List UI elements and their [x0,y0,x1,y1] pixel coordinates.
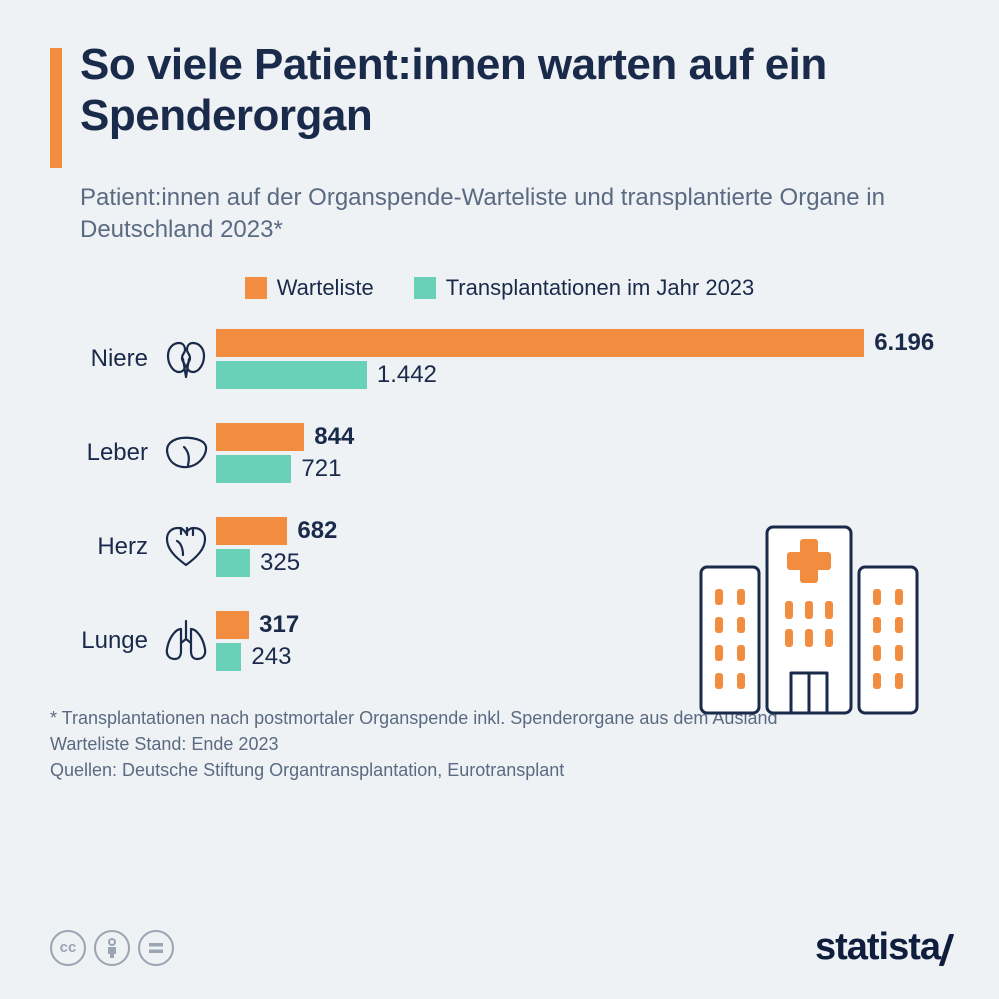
subtitle: Patient:innen auf der Organspende-Wartel… [80,182,949,247]
bar [216,361,367,389]
bar-wrap: 6.196 [216,329,949,357]
footnote-line: Quellen: Deutsche Stiftung Organtranspla… [50,757,949,783]
bar-value: 682 [297,517,337,545]
bar [216,549,250,577]
bar-value: 243 [251,643,291,671]
bar-value: 844 [314,423,354,451]
legend-item-transplant: Transplantationen im Jahr 2023 [414,275,755,301]
organ-label: Leber [60,439,156,467]
lungs-icon [156,619,216,663]
bar [216,611,249,639]
organ-label: Herz [60,533,156,561]
bar-value: 325 [260,549,300,577]
nd-icon [138,930,174,966]
bar [216,329,864,357]
footnote-line: Warteliste Stand: Ende 2023 [50,731,949,757]
hospital-illustration [689,505,929,730]
bar-wrap: 844 [216,423,949,451]
chart-row: Leber844721 [60,423,949,483]
legend-label-waitlist: Warteliste [277,275,374,301]
legend-swatch-waitlist [245,277,267,299]
page-title: So viele Patient:innen warten auf ein Sp… [80,40,949,141]
bar-value: 317 [259,611,299,639]
heart-icon [156,525,216,569]
legend-item-waitlist: Warteliste [245,275,374,301]
bar-wrap: 721 [216,455,949,483]
legend-label-transplant: Transplantationen im Jahr 2023 [446,275,755,301]
bar [216,455,291,483]
liver-icon [156,433,216,473]
chart-row: Niere 6.196 1.442 [60,329,949,389]
bar [216,517,287,545]
license-badges: cc [50,930,174,966]
bar-group: 6.196 1.442 [216,329,949,389]
bar [216,423,304,451]
bar [216,643,241,671]
footer: cc statista [50,926,949,969]
accent-bar [50,48,62,168]
organ-label: Lunge [60,627,156,655]
bar-group: 844721 [216,423,949,483]
cc-icon: cc [50,930,86,966]
organ-label: Niere [60,345,156,373]
bar-value: 1.442 [377,361,437,389]
by-icon [94,930,130,966]
bar-wrap: 1.442 [216,361,949,389]
legend: Warteliste Transplantationen im Jahr 202… [50,275,949,301]
brand-text: statista [815,926,940,969]
legend-swatch-transplant [414,277,436,299]
bar-value: 6.196 [874,329,934,357]
header: So viele Patient:innen warten auf ein Sp… [50,40,949,168]
bar-value: 721 [301,455,341,483]
kidney-icon [156,337,216,381]
brand-logo: statista [815,926,949,969]
